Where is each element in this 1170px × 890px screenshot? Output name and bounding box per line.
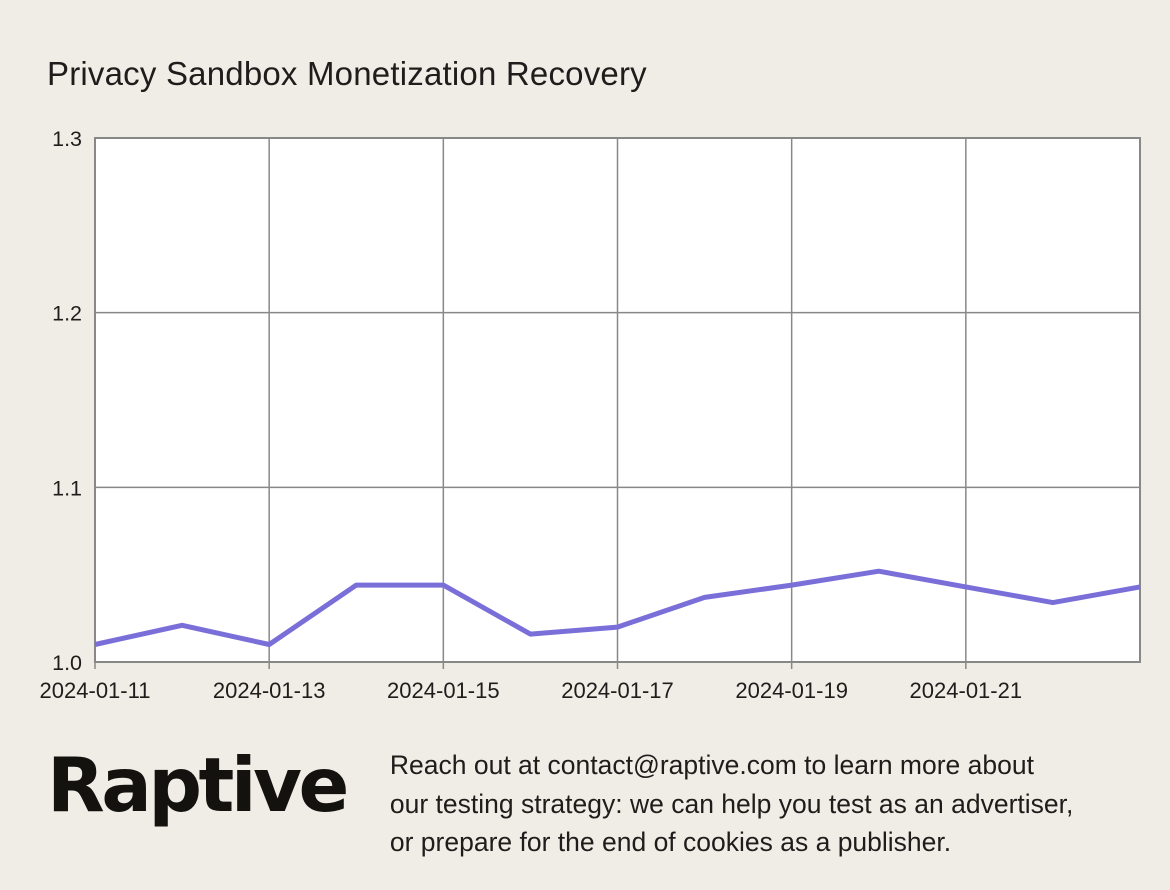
x-tick-label: 2024-01-15	[387, 678, 500, 703]
x-tick-label: 2024-01-13	[213, 678, 326, 703]
footer-message-line-2: our testing strategy: we can help you te…	[389, 788, 1074, 819]
footer: Raptive Reach out at contact@raptive.com…	[47, 742, 1073, 862]
raptive-logo: Raptive	[47, 741, 349, 829]
footer-message: Reach out at contact@raptive.com to lear…	[390, 746, 1074, 862]
monetization-line-chart: 1.0 1.1 1.2 1.3 2024-01-11 2024-01-13 2024-01-…	[40, 127, 1141, 703]
y-tick-label: 1.2	[52, 302, 82, 326]
page-title: Privacy Sandbox Monetization Recovery	[47, 55, 647, 92]
y-tick-label: 1.1	[52, 476, 82, 500]
x-tick-label: 2024-01-19	[735, 678, 848, 703]
y-tick-label: 1.0	[52, 651, 82, 675]
x-tick-label: 2024-01-21	[910, 678, 1023, 703]
x-tick-label: 2024-01-11	[40, 678, 151, 703]
series-line	[94, 568, 1141, 647]
footer-message-line-3: or prepare for the end of cookies as a p…	[389, 827, 952, 857]
footer-message-line-1: Reach out at contact@raptive.com to lear…	[389, 750, 1034, 780]
plot-border	[94, 137, 1141, 663]
y-tick-label: 1.3	[52, 127, 82, 151]
x-tick-label: 2024-01-17	[561, 678, 674, 703]
